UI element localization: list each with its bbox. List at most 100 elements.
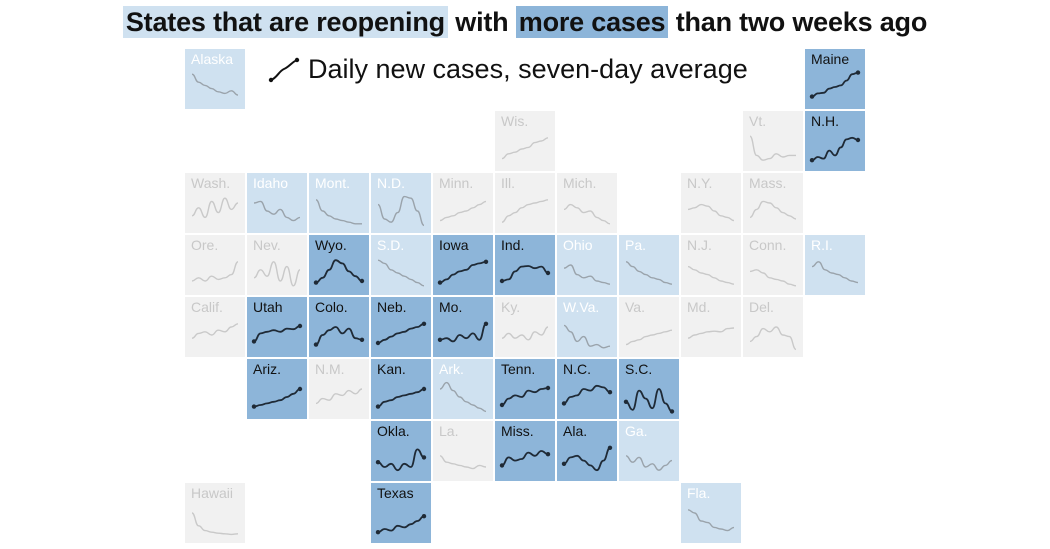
state-label: Vt.	[749, 113, 767, 129]
trend-line	[749, 269, 797, 287]
trend-end-point	[421, 386, 427, 392]
state-label: Ark.	[439, 361, 464, 377]
state-trend-sparkline	[439, 200, 487, 222]
trend-line	[315, 388, 363, 405]
state-tile-del: Del.	[743, 297, 803, 357]
state-trend-sparkline	[501, 326, 549, 341]
trend-line	[563, 203, 611, 225]
state-tile-w-va: W.Va.	[557, 297, 617, 357]
state-tile-mo: Mo.	[433, 297, 493, 357]
trend-line	[253, 261, 301, 287]
trend-line	[439, 260, 487, 284]
state-label: La.	[439, 423, 459, 439]
trend-start-point	[375, 460, 381, 465]
state-tile-maine: Maine	[805, 49, 865, 109]
trend-line	[749, 326, 797, 351]
trend-line	[687, 327, 735, 339]
state-trend-sparkline	[251, 386, 303, 409]
trend-start-point	[499, 402, 505, 408]
state-label: Md.	[687, 299, 711, 315]
state-tile-minn: Minn.	[433, 173, 493, 233]
trend-end-point	[483, 321, 489, 326]
trend-start-point	[375, 404, 381, 409]
trend-end-point	[359, 278, 365, 284]
trend-line	[501, 265, 549, 282]
state-trend-sparkline	[191, 512, 239, 536]
state-label: Wyo.	[315, 237, 347, 253]
trend-line	[439, 455, 487, 470]
legend-label: Daily new cases, seven-day average	[308, 54, 748, 84]
trend-end-point	[483, 259, 489, 264]
state-trend-sparkline	[687, 509, 735, 532]
state-label: Mo.	[439, 299, 463, 315]
state-tile-md: Md.	[681, 297, 741, 357]
state-trend-sparkline	[191, 73, 239, 96]
state-tile-s-c: S.C.	[619, 359, 679, 419]
state-trend-sparkline	[377, 195, 425, 227]
trend-end-point	[545, 452, 551, 457]
state-trend-sparkline	[437, 259, 489, 285]
trend-line	[811, 136, 859, 162]
trend-end-point	[607, 390, 613, 395]
state-trend-sparkline	[749, 135, 796, 161]
trend-line	[377, 195, 425, 227]
state-label: Nev.	[253, 237, 281, 253]
trend-line	[439, 381, 487, 413]
state-trend-sparkline	[313, 326, 365, 347]
trend-line	[749, 200, 797, 220]
trend-end-point	[669, 409, 675, 414]
trend-line	[253, 200, 301, 222]
state-tile-calif: Calif.	[185, 297, 245, 357]
state-label: Hawaii	[191, 485, 234, 501]
state-label: Ore.	[191, 237, 219, 253]
state-label: Mich.	[563, 175, 597, 191]
state-tile-la: La.	[433, 421, 493, 481]
state-tile-va: Va.	[619, 297, 679, 357]
state-tile-n-y: N.Y.	[681, 173, 741, 233]
trend-line	[191, 73, 239, 96]
state-label: N.D.	[377, 175, 405, 191]
trend-start-point	[561, 461, 567, 466]
state-trend-sparkline	[687, 265, 735, 285]
state-trend-sparkline	[375, 448, 427, 472]
trend-start-point	[313, 280, 319, 285]
state-trend-sparkline	[561, 445, 613, 472]
trend-line	[687, 509, 735, 532]
state-label: R.I.	[811, 237, 833, 253]
trend-line	[625, 329, 673, 346]
state-trend-sparkline	[375, 321, 427, 346]
state-trend-sparkline	[749, 269, 797, 287]
state-label: Ala.	[563, 423, 588, 439]
trend-line	[563, 384, 611, 405]
state-tile-n-h: N.H.	[805, 111, 865, 171]
state-tile-n-d: N.D.	[371, 173, 431, 233]
state-label: N.J.	[687, 237, 712, 253]
trend-end-point	[421, 514, 427, 519]
state-trend-sparkline	[563, 264, 611, 285]
state-tile-miss: Miss.	[495, 421, 555, 481]
state-tile-r-i: R.I.	[805, 235, 865, 295]
trend-line	[625, 455, 673, 471]
state-tile-wis: Wis.	[495, 111, 555, 171]
state-tile-kan: Kan.	[371, 359, 431, 419]
trend-start-point	[437, 280, 443, 285]
trend-line	[687, 203, 735, 222]
state-label: Minn.	[439, 175, 474, 191]
state-tile-conn: Conn.	[743, 235, 803, 295]
state-label: Okla.	[377, 423, 410, 439]
trend-line	[191, 323, 239, 339]
trend-start-point	[499, 463, 505, 468]
state-tile-nev: Nev.	[247, 235, 307, 295]
state-label: N.C.	[563, 361, 591, 377]
state-trend-sparkline	[377, 259, 425, 287]
state-label: Fla.	[687, 485, 711, 501]
state-trend-sparkline	[191, 197, 239, 219]
trend-line	[501, 199, 549, 223]
state-label: Alaska	[191, 51, 234, 67]
state-tile-iowa: Iowa	[433, 235, 493, 295]
state-label: Utah	[253, 299, 283, 315]
trend-line	[439, 322, 487, 343]
state-label: S.C.	[625, 361, 653, 377]
trend-line	[377, 448, 425, 472]
state-label: Va.	[625, 299, 645, 315]
